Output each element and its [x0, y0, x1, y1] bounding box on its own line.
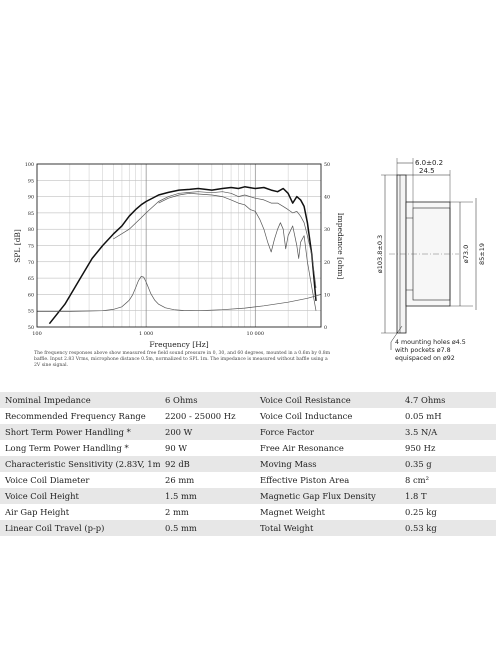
- note-leader: [390, 325, 403, 350]
- table-row: Air Gap Height 2 mm Magnet Weight 0.25 kg: [0, 504, 496, 520]
- dim-total-depth: 6.0±0.2: [415, 159, 443, 167]
- y-tick-label: 90: [28, 195, 34, 201]
- dim-flange-diameter: ø103.8±0.3: [376, 235, 384, 273]
- dim-hole-spacing: 85±19: [478, 243, 486, 265]
- spl-line-0: [48, 186, 317, 325]
- table-row: Characteristic Sensitivity (2.83V, 1m) 92…: [0, 456, 496, 472]
- y-tick-label: 95: [28, 178, 34, 184]
- y-axis-label: SPL [dB]: [13, 229, 22, 263]
- spl-line-1: [113, 191, 317, 288]
- y2-tick-label: 50: [324, 162, 330, 168]
- spec-label: Moving Mass: [255, 456, 400, 472]
- y2-tick-label: 20: [324, 260, 330, 266]
- spec-value: 0.25 kg: [400, 504, 496, 520]
- spec-value: 1.8 T: [400, 488, 496, 504]
- spec-label: Voice Coil Height: [0, 488, 160, 504]
- spec-label: Effective Piston Area: [255, 472, 400, 488]
- spec-label: Magnet Weight: [255, 504, 400, 520]
- y-tick-label: 55: [28, 309, 34, 315]
- spl-line-2: [158, 192, 317, 311]
- note-line-3: equispaced on ø92: [395, 355, 455, 362]
- spec-label: Characteristic Sensitivity (2.83V, 1m): [0, 456, 160, 472]
- spec-label: Short Term Power Handling *: [0, 424, 160, 440]
- x-tick-label: 100: [32, 331, 42, 337]
- x-tick-label: 1 000: [139, 331, 153, 337]
- spec-value: 90 W: [160, 440, 255, 456]
- table-row: Recommended Frequency Range 2200 - 25000 …: [0, 408, 496, 424]
- y-tick-label: 75: [28, 244, 34, 250]
- y2-tick-label: 10: [324, 292, 330, 298]
- spec-label: Magnetic Gap Flux Density: [255, 488, 400, 504]
- chart-caption: The frequency responses above show measu…: [34, 351, 331, 369]
- chart-grid: [37, 164, 321, 327]
- spec-value: 4.7 Ohms: [400, 392, 496, 408]
- note-line-2: with pockets ø7.8: [395, 347, 451, 354]
- spec-value: 6 Ohms: [160, 392, 255, 408]
- spec-value: 950 Hz: [400, 440, 496, 456]
- y2-axis-label: Impedance [ohm]: [336, 213, 345, 280]
- note-line-1: 4 mounting holes ø4.5: [395, 339, 466, 346]
- specification-rows: Nominal Impedance 6 Ohms Voice Coil Resist…: [0, 392, 496, 536]
- y-tick-label: 80: [28, 227, 34, 233]
- spec-value: 0.53 kg: [400, 520, 496, 536]
- table-row: Linear Coil Travel (p-p) 0.5 mm Total Weig…: [0, 520, 496, 536]
- table-row: Voice Coil Diameter 26 mm Effective Piston…: [0, 472, 496, 488]
- y-tick-label: 100: [25, 162, 34, 168]
- spec-value: 3.5 N/A: [400, 424, 496, 440]
- y-tick-label: 65: [28, 276, 34, 282]
- y-tick-label: 50: [28, 325, 34, 331]
- spec-value: 1.5 mm: [160, 488, 255, 504]
- y-tick-label: 60: [28, 292, 34, 298]
- table-row: Long Term Power Handling * 90 W Free Air R…: [0, 440, 496, 456]
- spec-value: 26 mm: [160, 472, 255, 488]
- dim-body-diameter: ø73.0: [462, 245, 470, 263]
- spec-label: Voice Coil Diameter: [0, 472, 160, 488]
- spec-value: 0.5 mm: [160, 520, 255, 536]
- spec-label: Voice Coil Resistance: [255, 392, 400, 408]
- plot-frame: [36, 163, 322, 328]
- spec-value: 0.05 mH: [400, 408, 496, 424]
- impedance-line: [37, 276, 322, 312]
- spec-value: 2200 - 25000 Hz: [160, 408, 255, 424]
- table-row: Short Term Power Handling * 200 W Force Fa…: [0, 424, 496, 440]
- y2-tick-label: 30: [324, 227, 330, 233]
- spec-label: Linear Coil Travel (p-p): [0, 520, 160, 536]
- y2-tick-label: 40: [324, 195, 330, 201]
- spec-value: 200 W: [160, 424, 255, 440]
- chart-curves: [37, 186, 322, 325]
- table-row: Voice Coil Height 1.5 mm Magnetic Gap Flux…: [0, 488, 496, 504]
- table-row: Nominal Impedance 6 Ohms Voice Coil Resist…: [0, 392, 496, 408]
- y-tick-label: 85: [28, 211, 34, 217]
- y2-tick-label: 0: [324, 325, 327, 331]
- specification-table: Nominal Impedance 6 Ohms Voice Coil Resist…: [0, 392, 496, 536]
- spec-label: Long Term Power Handling *: [0, 440, 160, 456]
- spec-value: 92 dB: [160, 456, 255, 472]
- dimension-drawing: 6.0±0.2 24.5 ø103.8±0.3 ø73.0 85±19 4 mo…: [376, 158, 486, 362]
- spec-label: Voice Coil Inductance: [255, 408, 400, 424]
- spec-label: Air Gap Height: [0, 504, 160, 520]
- spec-value: 8 cm²: [400, 472, 496, 488]
- spec-value: 2 mm: [160, 504, 255, 520]
- y-tick-label: 70: [28, 260, 34, 266]
- spec-label: Nominal Impedance: [0, 392, 160, 408]
- dim-depth: 24.5: [419, 167, 435, 175]
- spec-value: 0.35 g: [400, 456, 496, 472]
- spec-label: Recommended Frequency Range: [0, 408, 160, 424]
- x-axis-label: Frequency [Hz]: [149, 340, 208, 349]
- spec-label: Free Air Resonance: [255, 440, 400, 456]
- spec-label: Total Weight: [255, 520, 400, 536]
- spec-label: Force Factor: [255, 424, 400, 440]
- x-tick-label: 10 000: [247, 331, 265, 337]
